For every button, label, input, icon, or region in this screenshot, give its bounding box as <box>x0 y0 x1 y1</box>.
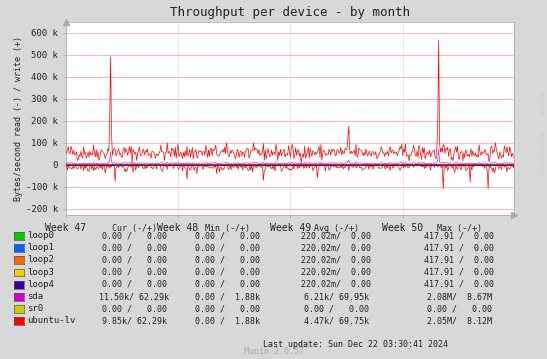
Text: 2.05M/  8.12M: 2.05M/ 8.12M <box>427 316 492 326</box>
Text: ubuntu-lv: ubuntu-lv <box>27 316 75 326</box>
Text: sda: sda <box>27 292 43 301</box>
Text: 0.00 /   0.00: 0.00 / 0.00 <box>427 304 492 313</box>
Text: 0.00 /   0.00: 0.00 / 0.00 <box>195 243 259 252</box>
Text: 220.02m/  0.00: 220.02m/ 0.00 <box>301 231 371 240</box>
Text: Cur (-/+): Cur (-/+) <box>112 224 156 233</box>
Text: 0.00 /   0.00: 0.00 / 0.00 <box>304 304 369 313</box>
Text: 0.00 /   0.00: 0.00 / 0.00 <box>102 280 166 289</box>
Text: loop1: loop1 <box>27 243 54 252</box>
Text: 0.00 /   0.00: 0.00 / 0.00 <box>195 267 259 277</box>
Text: 0.00 /   0.00: 0.00 / 0.00 <box>195 280 259 289</box>
Text: 0.00 /   0.00: 0.00 / 0.00 <box>102 267 166 277</box>
Text: loop3: loop3 <box>27 267 54 277</box>
Text: sr0: sr0 <box>27 304 43 313</box>
Text: 0.00 /   0.00: 0.00 / 0.00 <box>195 255 259 265</box>
Text: 0.00 /   0.00: 0.00 / 0.00 <box>102 304 166 313</box>
Text: 417.91 /  0.00: 417.91 / 0.00 <box>424 280 494 289</box>
Text: 0.00 /   0.00: 0.00 / 0.00 <box>195 231 259 240</box>
Text: 2.08M/  8.67M: 2.08M/ 8.67M <box>427 292 492 301</box>
Text: loop2: loop2 <box>27 255 54 265</box>
Text: Munin 2.0.57: Munin 2.0.57 <box>243 347 304 356</box>
Text: 417.91 /  0.00: 417.91 / 0.00 <box>424 231 494 240</box>
Text: Avg (-/+): Avg (-/+) <box>314 224 359 233</box>
Text: 9.85k/ 62.29k: 9.85k/ 62.29k <box>102 316 166 326</box>
Text: Last update: Sun Dec 22 03:30:41 2024: Last update: Sun Dec 22 03:30:41 2024 <box>263 340 448 349</box>
Text: 220.02m/  0.00: 220.02m/ 0.00 <box>301 243 371 252</box>
Text: 417.91 /  0.00: 417.91 / 0.00 <box>424 255 494 265</box>
Text: 220.02m/  0.00: 220.02m/ 0.00 <box>301 267 371 277</box>
Text: 417.91 /  0.00: 417.91 / 0.00 <box>424 267 494 277</box>
Text: RRDTOOL / TOBI OETIKER: RRDTOOL / TOBI OETIKER <box>538 92 543 174</box>
Text: 0.00 /   0.00: 0.00 / 0.00 <box>102 231 166 240</box>
Text: 220.02m/  0.00: 220.02m/ 0.00 <box>301 255 371 265</box>
Text: Min (-/+): Min (-/+) <box>205 224 249 233</box>
Text: loop0: loop0 <box>27 231 54 240</box>
Text: Max (-/+): Max (-/+) <box>437 224 482 233</box>
Text: 6.21k/ 69.95k: 6.21k/ 69.95k <box>304 292 369 301</box>
Text: 0.00 /   0.00: 0.00 / 0.00 <box>102 243 166 252</box>
Text: 0.00 /   0.00: 0.00 / 0.00 <box>195 304 259 313</box>
Text: 0.00 /  1.88k: 0.00 / 1.88k <box>195 316 259 326</box>
Title: Throughput per device - by month: Throughput per device - by month <box>170 6 410 19</box>
Text: 4.47k/ 69.75k: 4.47k/ 69.75k <box>304 316 369 326</box>
Text: 0.00 /  1.88k: 0.00 / 1.88k <box>195 292 259 301</box>
Y-axis label: Bytes/second read (-) / write (+): Bytes/second read (-) / write (+) <box>14 36 23 201</box>
Text: 417.91 /  0.00: 417.91 / 0.00 <box>424 243 494 252</box>
Text: 0.00 /   0.00: 0.00 / 0.00 <box>102 255 166 265</box>
Text: 11.50k/ 62.29k: 11.50k/ 62.29k <box>99 292 169 301</box>
Text: loop4: loop4 <box>27 280 54 289</box>
Text: 220.02m/  0.00: 220.02m/ 0.00 <box>301 280 371 289</box>
